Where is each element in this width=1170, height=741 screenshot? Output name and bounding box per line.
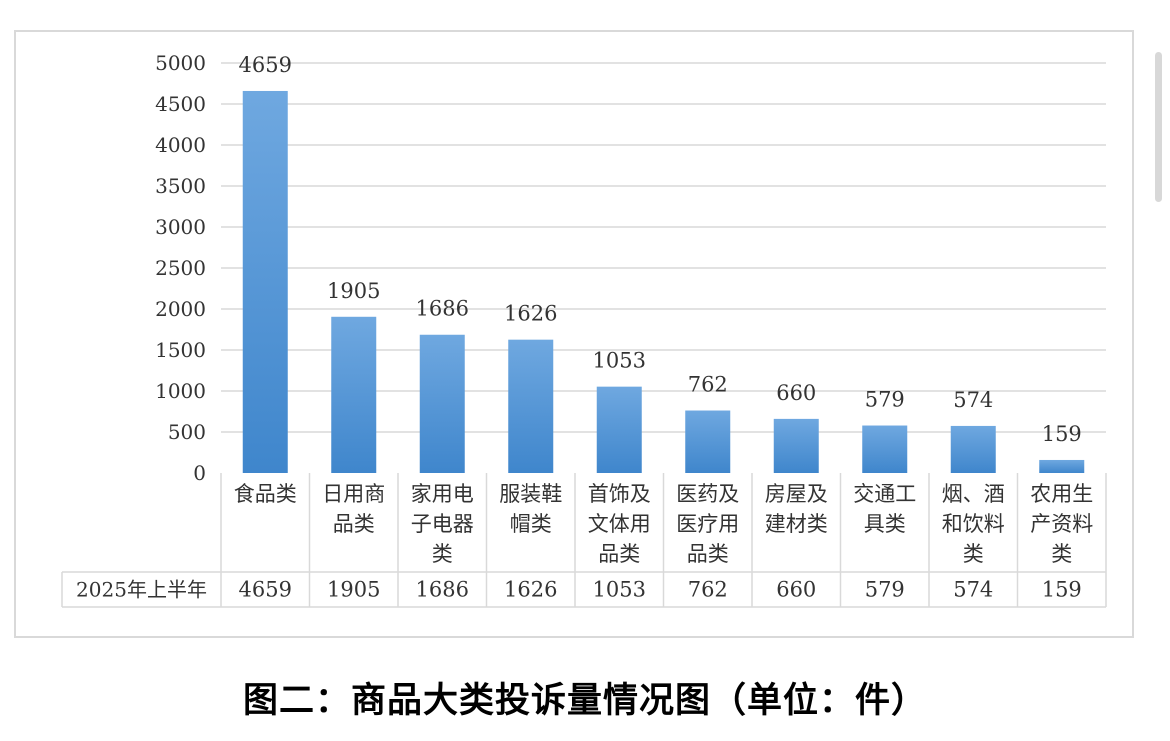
category-label: 品类 [598,542,640,566]
category-label: 首饰及 [588,482,651,506]
category-label: 帽类 [510,512,552,536]
y-tick-label: 4000 [155,133,206,157]
bar-chart: 0 500 1000 1500 2000 2500 3000 3500 4000 4500 5000… [61,51,1107,608]
table-value: 1626 [504,578,557,602]
y-tick-label: 3000 [155,215,206,239]
y-tick-label: 500 [168,420,206,444]
category-label: 交通工 [853,482,916,506]
data-label: 4659 [239,53,292,77]
y-tick-label: 2500 [155,256,206,280]
y-tick-label: 4500 [155,92,206,116]
series-name: 2025年上半年 [76,578,207,602]
table-value: 579 [865,578,905,602]
bar [419,334,465,473]
category-label: 具类 [864,512,906,536]
category-label: 子电器 [411,512,474,536]
table-value: 1905 [327,578,380,602]
bar [685,410,731,473]
category-label: 类 [963,542,984,566]
category-label: 医疗用 [676,512,739,536]
category-label: 和饮料 [942,512,1005,536]
y-tick-label: 3500 [155,174,206,198]
bars [242,90,1085,473]
data-label: 1686 [416,297,469,321]
data-label: 1905 [327,279,380,303]
table-value: 1053 [593,578,646,602]
category-label: 建材类 [765,512,828,536]
bar [596,386,642,473]
category-label: 产资料 [1030,512,1093,536]
y-tick-label: 1000 [155,379,206,403]
data-table: 食品类 日用商品类家用电子电器类服装鞋帽类首饰及文体用品类医药及医疗用品类房屋及建… [61,473,1107,608]
bar [773,418,819,473]
table-value: 159 [1042,578,1082,602]
category-label: 日用商 [322,482,385,506]
bar [508,339,554,473]
y-tick-label: 0 [193,461,206,485]
category-label: 烟、酒 [942,482,1005,506]
y-tick-label: 2000 [155,297,206,321]
bar [1039,459,1085,473]
bar [242,90,288,473]
table-value: 660 [776,578,816,602]
data-label: 660 [776,381,816,405]
category-label: 服装鞋 [499,482,562,506]
data-label: 159 [1042,422,1082,446]
table-value: 574 [953,578,993,602]
category-label: 食品类 [234,482,297,506]
bar [331,316,377,473]
table-value: 762 [688,578,728,602]
category-label: 家用电 [411,482,474,506]
table-value: 1686 [416,578,469,602]
category-label: 文体用 [588,512,651,536]
bar [862,425,908,473]
category-label: 房屋及 [765,482,828,506]
y-tick-label: 1500 [155,338,206,362]
bar [950,425,996,473]
data-label: 579 [865,388,905,412]
data-label: 574 [953,388,993,412]
chart-frame: 0 500 1000 1500 2000 2500 3000 3500 4000 4500 5000… [14,30,1134,638]
data-label: 1626 [504,302,557,326]
data-label: 762 [688,373,728,397]
category-label: 农用生 [1030,482,1093,506]
y-tick-label: 5000 [155,51,206,75]
category-label: 医药及 [676,482,739,506]
category-label: 类 [432,542,453,566]
data-labels: 4659 1905 1686 1626 1053 762 660 579 574 159 [239,53,1082,446]
category-label: 品类 [687,542,729,566]
category-label: 类 [1051,542,1072,566]
y-axis-ticks: 0 500 1000 1500 2000 2500 3000 3500 4000 4500 5000 [155,51,206,485]
chart-caption: 图二：商品大类投诉量情况图（单位：件） [242,681,927,721]
table-value: 4659 [239,578,292,602]
data-label: 1053 [593,349,646,373]
category-label: 品类 [333,512,375,536]
scrollbar-thumb[interactable] [1155,52,1162,202]
